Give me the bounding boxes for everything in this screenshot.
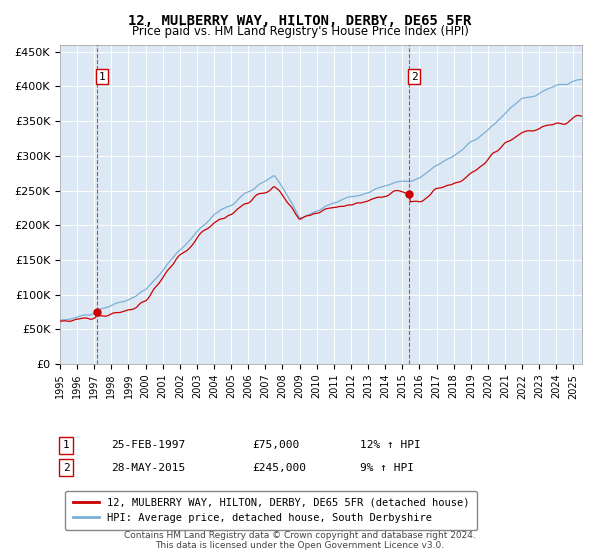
Text: 28-MAY-2015: 28-MAY-2015: [111, 463, 185, 473]
Text: £75,000: £75,000: [252, 440, 299, 450]
Text: 25-FEB-1997: 25-FEB-1997: [111, 440, 185, 450]
Text: Price paid vs. HM Land Registry's House Price Index (HPI): Price paid vs. HM Land Registry's House …: [131, 25, 469, 38]
Text: £245,000: £245,000: [252, 463, 306, 473]
Text: 12% ↑ HPI: 12% ↑ HPI: [360, 440, 421, 450]
Text: 2: 2: [62, 463, 70, 473]
Text: 1: 1: [62, 440, 70, 450]
Text: Contains HM Land Registry data © Crown copyright and database right 2024.
This d: Contains HM Land Registry data © Crown c…: [124, 530, 476, 550]
Legend: 12, MULBERRY WAY, HILTON, DERBY, DE65 5FR (detached house), HPI: Average price, : 12, MULBERRY WAY, HILTON, DERBY, DE65 5F…: [65, 491, 476, 530]
Text: 2: 2: [411, 72, 418, 82]
Text: 9% ↑ HPI: 9% ↑ HPI: [360, 463, 414, 473]
Text: 1: 1: [98, 72, 105, 82]
Text: 12, MULBERRY WAY, HILTON, DERBY, DE65 5FR: 12, MULBERRY WAY, HILTON, DERBY, DE65 5F…: [128, 14, 472, 28]
